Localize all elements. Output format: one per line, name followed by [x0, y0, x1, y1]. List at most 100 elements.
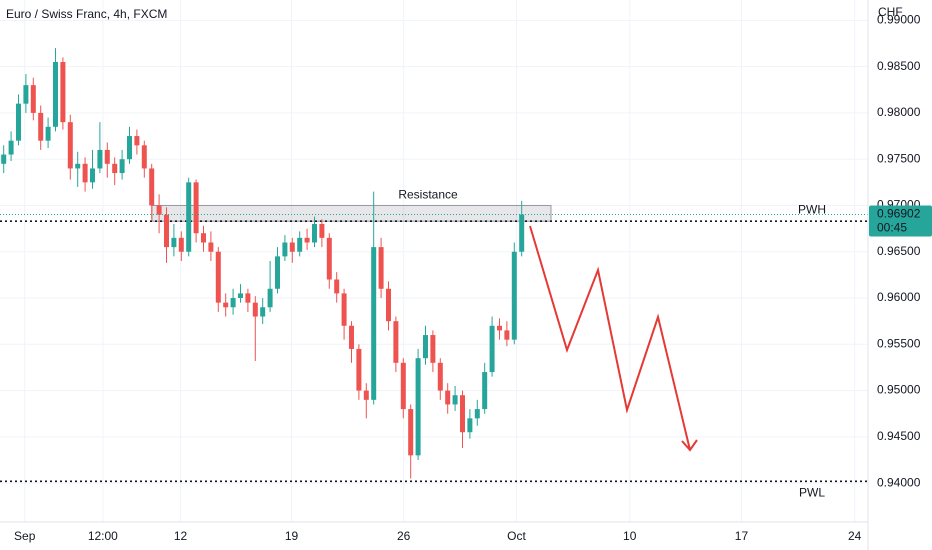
candle-body	[134, 136, 140, 146]
candle-body	[393, 321, 399, 363]
candle-body	[363, 390, 369, 400]
candle-body	[75, 163, 81, 169]
chart-title: Euro / Swiss Franc, 4h, FXCM	[6, 7, 167, 21]
candle-body	[326, 237, 332, 280]
currency-label: CHF	[878, 5, 903, 19]
candle-body	[15, 103, 21, 141]
candle-body	[289, 242, 295, 252]
y-tick-label: 0.97500	[877, 151, 921, 165]
candle-body	[437, 362, 443, 391]
candle-body	[348, 325, 354, 349]
candle-body	[297, 237, 303, 252]
level-label: PWH	[798, 202, 826, 216]
candle-body	[474, 409, 480, 419]
candle-body	[311, 223, 317, 243]
candle-body	[208, 242, 214, 252]
candle-body	[304, 237, 310, 243]
candle-body	[230, 298, 236, 308]
y-tick-label: 0.95500	[877, 336, 921, 350]
plot: Resistance PWH PWL	[0, 48, 868, 499]
candle-body	[467, 418, 473, 433]
y-tick-label: 0.98000	[877, 105, 921, 119]
x-tick-label: 19	[285, 529, 299, 543]
x-tick-label: 26	[397, 529, 411, 543]
price-tag-value: 0.96902	[877, 207, 921, 221]
candle-body	[156, 205, 162, 215]
price-tag-countdown: 00:45	[877, 221, 907, 235]
candle-body	[252, 302, 258, 317]
level-label: PWL	[799, 485, 825, 499]
x-tick-label: Sep	[14, 529, 36, 543]
projection-arrowhead	[681, 439, 698, 452]
candle-body	[245, 293, 251, 303]
candle-body	[430, 335, 436, 363]
candle-body	[489, 325, 495, 373]
candle-body	[482, 372, 488, 410]
candle-body	[496, 325, 502, 331]
candle-body	[52, 62, 58, 127]
candle-body	[104, 149, 110, 164]
candle-body	[356, 348, 362, 391]
candle-body	[415, 358, 421, 456]
candle-body	[274, 256, 280, 289]
candle-body	[163, 214, 169, 248]
candle-body	[119, 159, 125, 174]
y-tick-label: 0.95000	[877, 383, 921, 397]
candle-body	[408, 409, 414, 456]
candle-body	[378, 247, 384, 289]
price-tag	[869, 205, 932, 237]
candle-body	[60, 62, 66, 123]
candle-body	[141, 145, 147, 169]
candle-body	[1, 154, 7, 164]
axes: 0.94000 0.94500 0.95000 0.95500 0.96000 0.965…	[14, 13, 932, 543]
x-tick-label: 10	[623, 529, 637, 543]
zone-label: Resistance	[398, 188, 458, 202]
candle-body	[223, 302, 229, 308]
candle-body	[341, 293, 347, 326]
x-tick-label: 24	[848, 529, 862, 543]
candle-body	[45, 126, 51, 141]
candle-body	[38, 112, 44, 141]
candle-body	[171, 237, 177, 248]
candle-body	[193, 182, 199, 234]
candle-body	[215, 251, 221, 303]
candle-body	[186, 182, 192, 252]
x-tick-label: 12	[174, 529, 188, 543]
candle-body	[400, 362, 406, 410]
candle-body	[260, 307, 266, 317]
candle-body	[519, 214, 525, 252]
candle-body	[149, 168, 155, 206]
candle-body	[178, 237, 184, 252]
projection-path	[529, 225, 691, 451]
candle-body	[282, 242, 288, 257]
candle-body	[422, 335, 428, 359]
candle-body	[200, 233, 206, 243]
candle-body	[30, 85, 36, 113]
candle-body	[67, 122, 73, 169]
candle-body	[511, 251, 517, 340]
candle-body	[97, 149, 103, 169]
candle-body	[112, 163, 118, 174]
candle-body	[82, 163, 88, 183]
candle-body	[23, 85, 29, 104]
candle-body	[126, 136, 132, 160]
candle-body	[504, 330, 510, 340]
resistance-zone	[151, 204, 552, 222]
y-tick-label: 0.94500	[877, 429, 921, 443]
candle-body	[334, 279, 340, 294]
y-tick-label: 0.94000	[877, 475, 921, 489]
y-tick-label: 0.98500	[877, 59, 921, 73]
x-tick-label: Oct	[507, 529, 526, 543]
y-tick-label: 0.99000	[877, 13, 921, 27]
candle-body	[445, 390, 451, 405]
candle-body	[459, 395, 465, 433]
candle-body	[452, 395, 458, 405]
candle-body	[89, 168, 95, 183]
x-tick-label: 12:00	[88, 529, 118, 543]
candle-body	[319, 223, 325, 238]
candle-body	[237, 293, 243, 299]
y-tick-label: 0.96000	[877, 290, 921, 304]
y-tick-label: 0.96500	[877, 244, 921, 258]
candle-body	[385, 288, 391, 322]
